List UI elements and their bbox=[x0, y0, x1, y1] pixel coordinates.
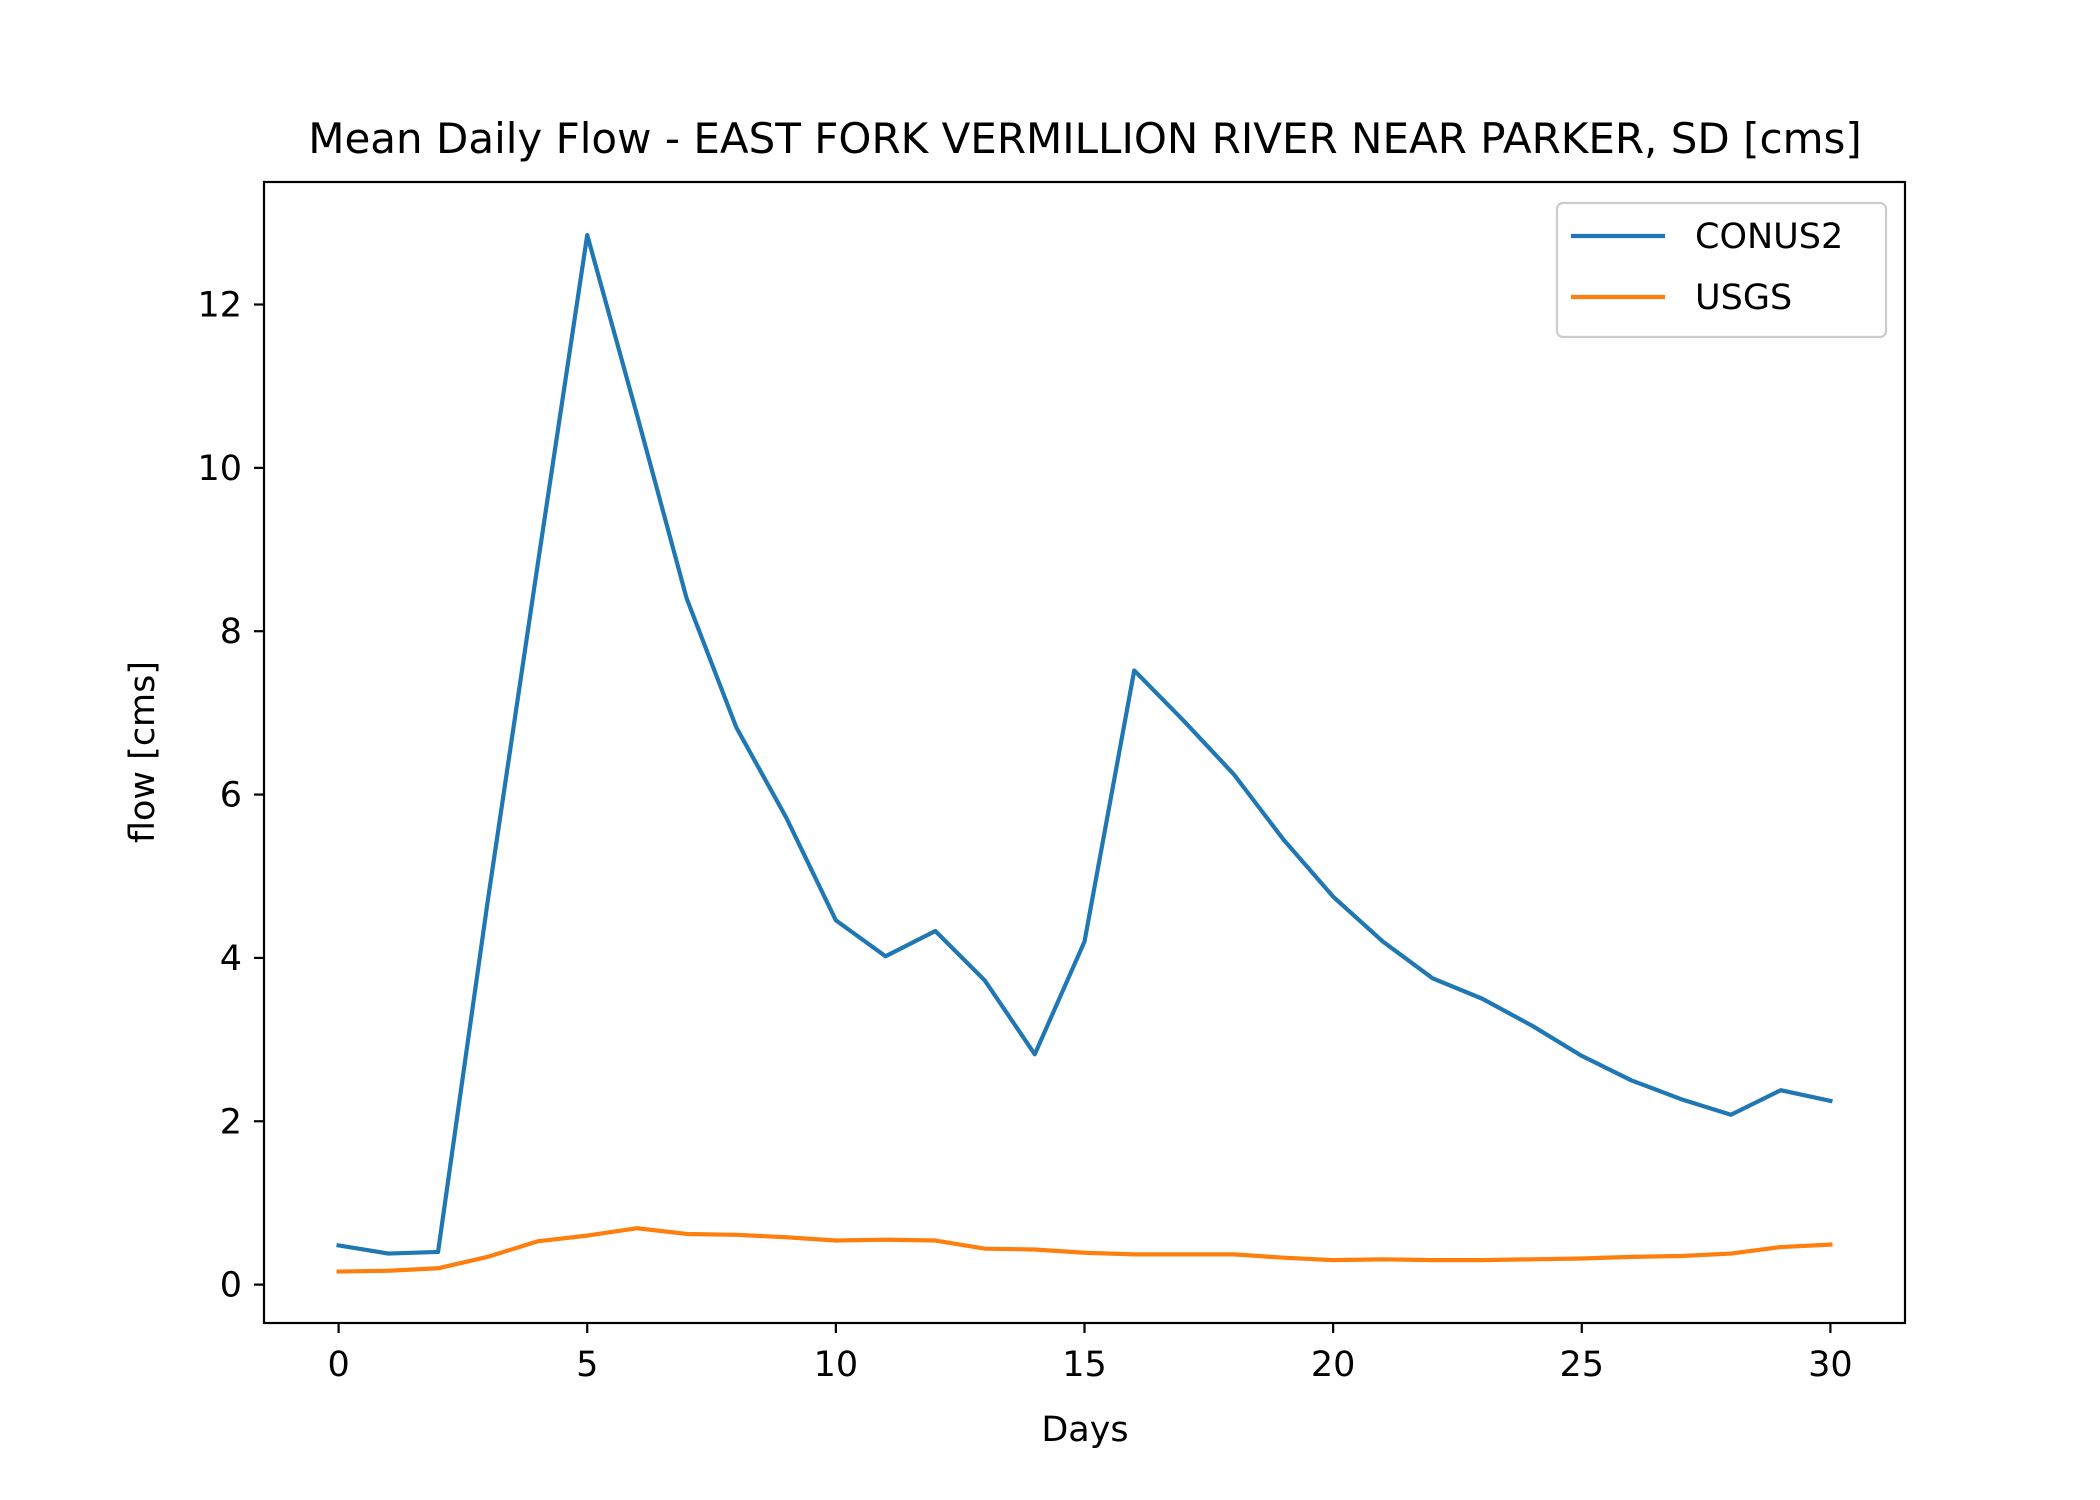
legend-items: CONUS2 USGS bbox=[1570, 217, 1843, 318]
y-axis: 0 2 4 6 8 10 12 bbox=[197, 286, 264, 1306]
chart-title: Mean Daily Flow - EAST FORK VERMILLION R… bbox=[308, 114, 1862, 163]
y-tick-label: 12 bbox=[197, 286, 242, 326]
x-tick-label: 5 bbox=[576, 1345, 598, 1385]
series-line-conus2 bbox=[336, 232, 1833, 1256]
x-tick-label: 20 bbox=[1311, 1345, 1356, 1385]
legend-label-usgs: USGS bbox=[1695, 278, 1792, 318]
x-axis: 0 5 10 15 20 25 30 bbox=[327, 1323, 1853, 1385]
y-tick-label: 10 bbox=[197, 449, 242, 489]
y-axis-label: flow [cms] bbox=[123, 661, 163, 843]
y-tick-label: 2 bbox=[220, 1102, 242, 1142]
y-tick-label: 0 bbox=[220, 1266, 242, 1306]
series-line-usgs bbox=[336, 1226, 1833, 1274]
x-tick-label: 25 bbox=[1559, 1345, 1604, 1385]
x-tick-label: 10 bbox=[814, 1345, 859, 1385]
x-tick-label: 15 bbox=[1062, 1345, 1107, 1385]
y-tick-label: 8 bbox=[220, 612, 242, 652]
x-tick-label: 0 bbox=[327, 1345, 349, 1385]
x-tick-label: 30 bbox=[1808, 1345, 1853, 1385]
x-axis-label: Days bbox=[1041, 1410, 1128, 1450]
legend: CONUS2 USGS bbox=[1555, 201, 1888, 339]
legend-label-conus2: CONUS2 bbox=[1695, 217, 1843, 257]
y-tick-label: 4 bbox=[220, 939, 242, 979]
series-layer bbox=[336, 232, 1833, 1274]
y-tick-label: 6 bbox=[220, 776, 242, 816]
